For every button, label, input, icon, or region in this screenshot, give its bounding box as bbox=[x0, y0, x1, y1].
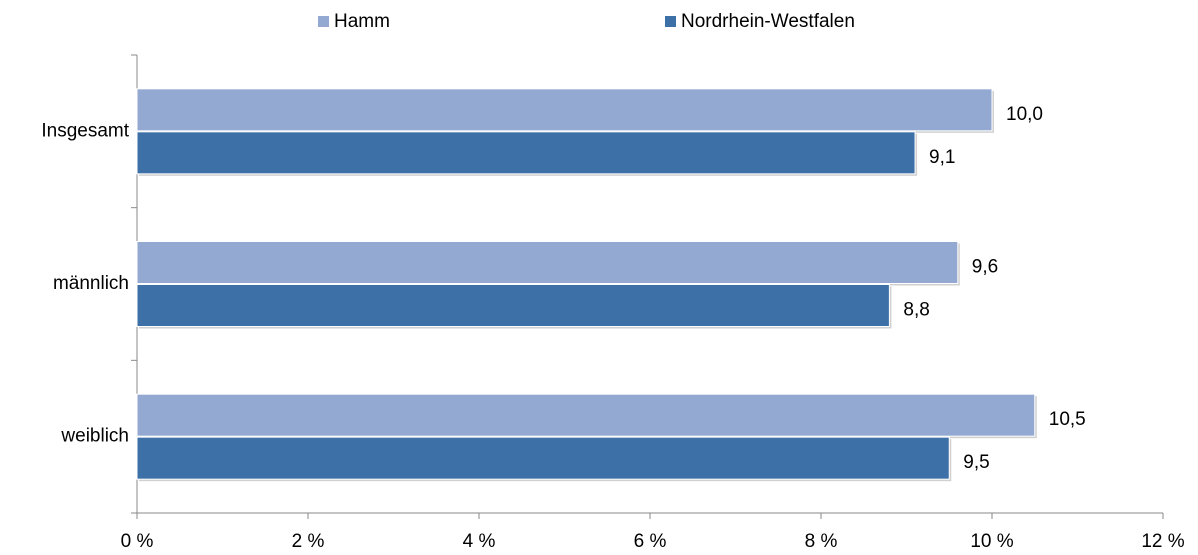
bar bbox=[136, 284, 890, 327]
bar bbox=[136, 88, 993, 132]
value-label: 9,5 bbox=[963, 452, 989, 473]
x-tick-label: 2 % bbox=[292, 531, 325, 552]
legend-swatch bbox=[665, 16, 676, 27]
value-label: 8,8 bbox=[903, 300, 929, 321]
y-tick-label: weiblich bbox=[60, 426, 129, 447]
value-label: 10,5 bbox=[1049, 409, 1086, 430]
x-tick-label: 12 % bbox=[1141, 531, 1184, 552]
bar bbox=[136, 436, 950, 480]
x-tick-label: 4 % bbox=[463, 531, 496, 552]
bar bbox=[136, 393, 1036, 437]
value-label: 9,1 bbox=[929, 147, 955, 168]
y-tick-label: männlich bbox=[53, 273, 129, 294]
legend-swatch bbox=[318, 16, 329, 27]
bar bbox=[136, 131, 916, 175]
x-tick-label: 6 % bbox=[634, 531, 667, 552]
value-label: 9,6 bbox=[972, 257, 998, 278]
value-label: 10,0 bbox=[1006, 104, 1043, 125]
x-tick-label: 0 % bbox=[121, 531, 154, 552]
legend-label: Hamm bbox=[334, 11, 390, 32]
y-tick-label: Insgesamt bbox=[41, 120, 129, 141]
legend-label: Nordrhein-Westfalen bbox=[681, 11, 855, 32]
x-tick-label: 8 % bbox=[805, 531, 838, 552]
x-tick-label: 10 % bbox=[970, 531, 1013, 552]
bar bbox=[136, 241, 959, 284]
